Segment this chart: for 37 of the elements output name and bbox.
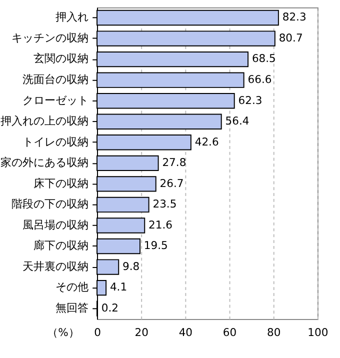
y-tick-label: その他 xyxy=(56,280,89,294)
data-label: 42.6 xyxy=(194,135,219,148)
y-tick-label: トイレの収納 xyxy=(22,135,89,148)
data-label: 56.4 xyxy=(225,114,250,128)
x-tick-label: 20 xyxy=(134,326,149,340)
data-label: 62.3 xyxy=(238,94,262,107)
y-tick-label: 玄関の収納 xyxy=(34,52,89,66)
x-tick-label: 60 xyxy=(222,326,237,340)
y-tick-label: キッチンの収納 xyxy=(12,31,89,44)
x-axis-title: （%） xyxy=(47,326,80,340)
y-tick-label: 洗面台の収納 xyxy=(22,73,89,86)
y-tick-label: 天井裏の収納 xyxy=(22,260,89,273)
y-tick-label: 階段の下の収納 xyxy=(12,198,89,211)
y-tick-label: クローゼット xyxy=(22,94,89,107)
x-tick-label: 40 xyxy=(178,326,193,340)
y-tick-label: 押入れ xyxy=(56,10,89,24)
y-tick-label: 床下の収納 xyxy=(34,176,89,190)
data-label: 23.5 xyxy=(152,198,177,211)
data-label: 0.2 xyxy=(101,302,118,315)
y-tick-label: 風呂場の収納 xyxy=(22,218,89,232)
data-label: 19.5 xyxy=(144,239,168,252)
x-tick-label: 100 xyxy=(308,326,328,340)
data-label: 4.1 xyxy=(110,280,128,294)
y-tick-label: 廊下の収納 xyxy=(34,239,89,252)
data-label: 82.3 xyxy=(282,10,306,24)
y-tick-label: 無回答 xyxy=(56,302,89,315)
data-label: 66.6 xyxy=(248,73,272,86)
y-tick-label: 家の外にある収納 xyxy=(0,156,89,170)
data-label: 9.8 xyxy=(122,260,140,273)
data-label: 21.6 xyxy=(148,218,173,232)
x-tick-label: 0 xyxy=(94,326,102,340)
data-label: 26.7 xyxy=(160,176,184,190)
data-label: 80.7 xyxy=(278,31,303,44)
data-label: 27.8 xyxy=(162,156,186,170)
y-tick-label: 押入れの上の収納 xyxy=(0,114,89,128)
data-label: 68.5 xyxy=(252,52,276,66)
x-tick-label: 80 xyxy=(267,326,281,340)
